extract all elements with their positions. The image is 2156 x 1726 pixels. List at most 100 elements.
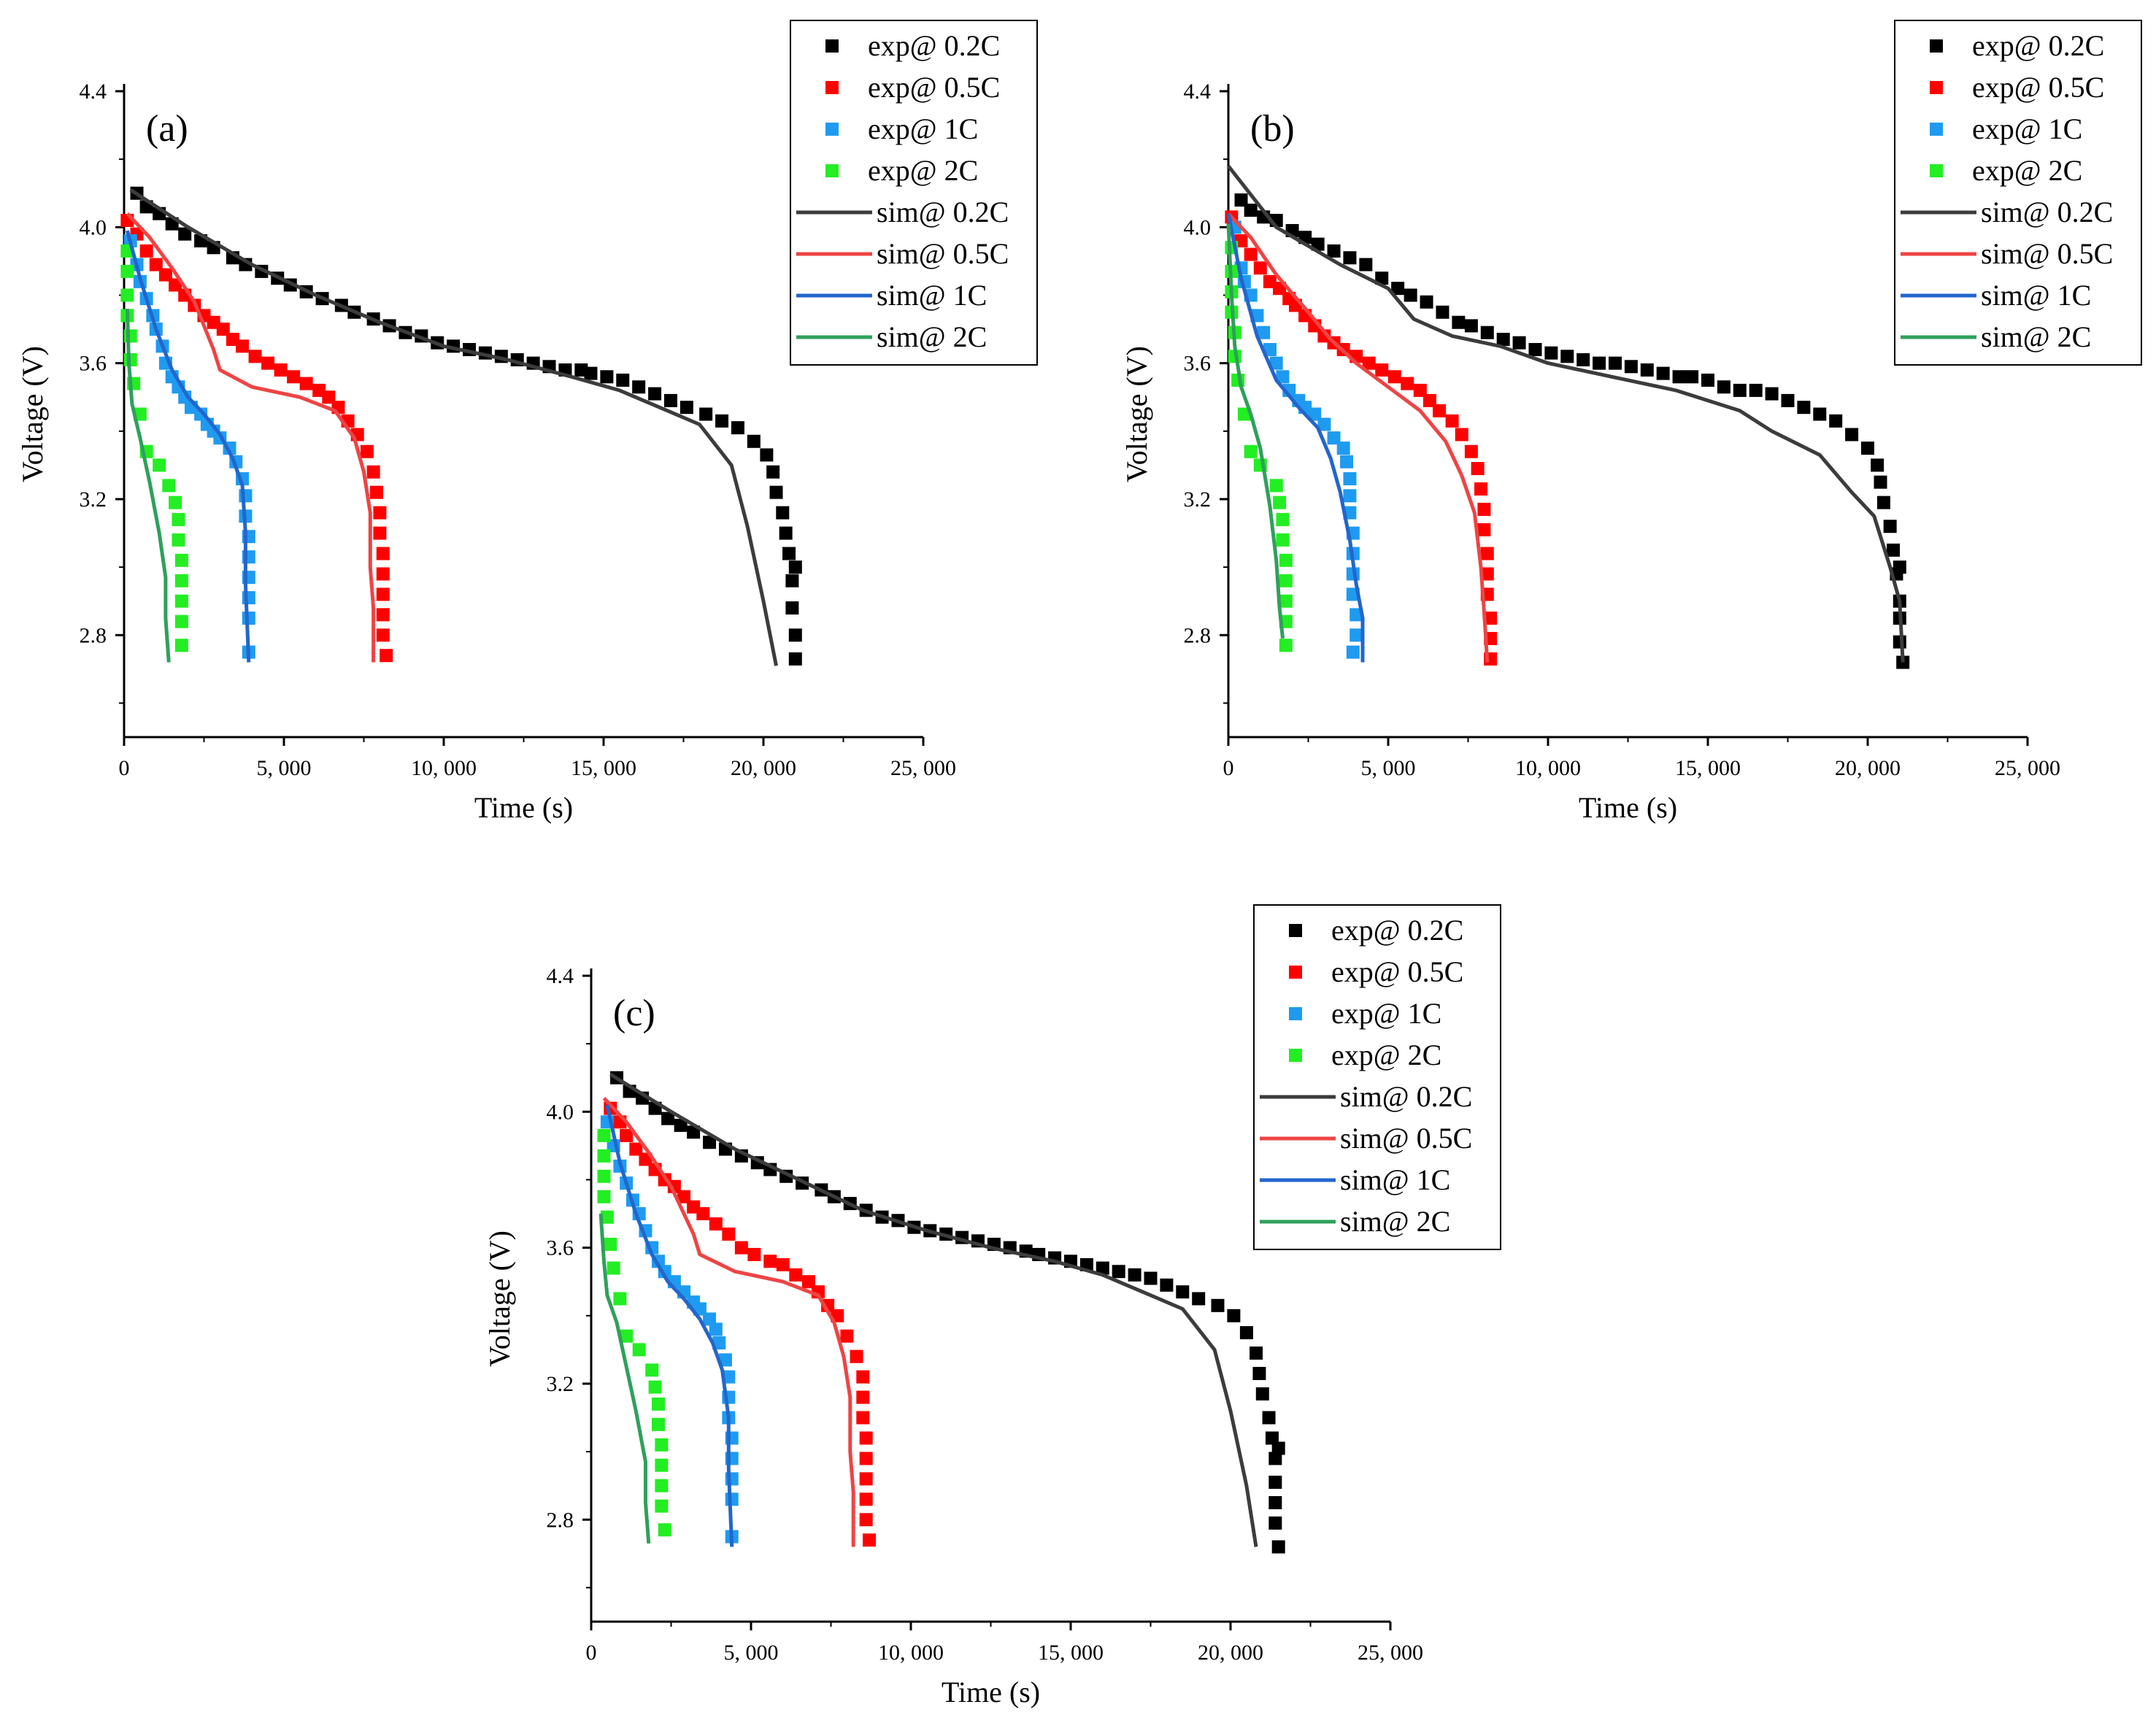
legend-label: sim@ 0.2C	[877, 196, 1009, 228]
legend-label: exp@ 1C	[1331, 997, 1441, 1030]
panel-label: (c)	[613, 993, 655, 1034]
data-point	[648, 387, 662, 401]
legend-swatch	[825, 81, 839, 94]
data-point	[613, 1292, 627, 1306]
data-point	[1464, 444, 1478, 458]
data-point	[1717, 380, 1730, 394]
data-point	[1480, 547, 1494, 560]
legend-swatch	[1289, 966, 1302, 979]
data-point	[172, 512, 185, 526]
data-point	[1391, 282, 1405, 296]
data-point	[261, 356, 275, 370]
data-point	[696, 1207, 710, 1221]
data-point	[1375, 363, 1389, 377]
data-point	[760, 448, 774, 462]
data-point	[373, 526, 387, 540]
data-point	[632, 380, 646, 394]
legend-label: exp@ 0.5C	[1972, 71, 2104, 104]
legend-swatch	[1289, 1049, 1302, 1062]
data-point	[769, 485, 783, 499]
data-point	[1268, 1452, 1282, 1465]
legend-label: sim@ 2C	[877, 320, 987, 353]
data-point	[597, 1190, 611, 1203]
data-point	[120, 264, 134, 278]
x-tick-label: 10, 000	[411, 756, 477, 780]
legend-swatch	[1930, 81, 1943, 94]
data-point	[376, 547, 390, 560]
data-point	[651, 1397, 665, 1411]
data-point	[763, 1255, 777, 1268]
legend-label: exp@ 2C	[1972, 154, 2082, 187]
data-point	[1883, 520, 1897, 533]
data-point	[658, 1523, 671, 1537]
series-exp-2c	[120, 244, 188, 652]
data-point	[1876, 496, 1890, 509]
y-tick-label: 3.6	[80, 352, 107, 376]
data-point	[856, 1390, 870, 1404]
data-point	[1262, 1411, 1276, 1425]
data-point	[597, 1149, 611, 1163]
data-point	[1733, 383, 1747, 397]
legend-label: sim@ 0.5C	[1340, 1122, 1472, 1155]
legend-swatch	[1930, 123, 1943, 136]
legend-label: sim@ 0.2C	[1981, 196, 2113, 228]
data-point	[1464, 319, 1478, 333]
legend-label: sim@ 1C	[1340, 1163, 1450, 1196]
data-point	[1268, 1495, 1282, 1509]
data-point	[709, 1217, 723, 1231]
legend-label: exp@ 0.2C	[1331, 914, 1463, 947]
data-point	[1276, 533, 1290, 547]
panel-label: (a)	[146, 108, 188, 150]
data-point	[1480, 325, 1494, 339]
data-point	[1813, 407, 1827, 421]
data-point	[785, 601, 799, 614]
data-point	[1271, 1540, 1285, 1554]
data-point	[677, 1190, 691, 1203]
data-point	[639, 1152, 652, 1166]
series-sim-0-5c	[126, 212, 376, 663]
data-point	[1234, 193, 1248, 207]
data-point	[856, 1370, 870, 1384]
data-point	[1375, 271, 1389, 285]
data-point	[840, 1329, 854, 1343]
data-point	[607, 1261, 620, 1275]
panel-label: (b)	[1250, 108, 1295, 150]
data-point	[1244, 204, 1258, 217]
data-point	[1452, 315, 1466, 329]
data-point	[600, 1210, 614, 1224]
data-point	[1271, 1441, 1285, 1455]
data-point	[674, 1118, 688, 1132]
y-tick-label: 4.0	[80, 215, 107, 239]
data-point	[174, 639, 188, 652]
data-point	[376, 567, 390, 581]
x-tick-label: 15, 000	[1675, 756, 1741, 780]
data-point	[859, 1452, 873, 1465]
data-point	[1362, 356, 1376, 370]
data-point	[731, 421, 744, 435]
data-point	[718, 1353, 732, 1367]
legend-swatch	[1930, 164, 1943, 177]
data-point	[1343, 251, 1357, 265]
legend-label: sim@ 0.2C	[1340, 1080, 1472, 1113]
data-point	[1420, 295, 1433, 309]
data-point	[174, 594, 188, 608]
x-tick-label: 20, 000	[1198, 1641, 1263, 1665]
x-tick-label: 10, 000	[1515, 756, 1581, 780]
data-point	[1265, 1431, 1279, 1445]
data-point	[1861, 442, 1874, 455]
data-point	[863, 1533, 877, 1547]
y-tick-label: 2.8	[1184, 623, 1212, 647]
data-point	[747, 434, 761, 448]
y-tick-label: 2.8	[80, 623, 107, 647]
data-point	[1387, 370, 1401, 384]
series-sim-0-5c	[602, 1096, 855, 1547]
data-point	[174, 614, 188, 628]
data-point	[632, 1343, 646, 1357]
legend-swatch	[825, 39, 839, 53]
data-point	[370, 485, 384, 499]
x-tick-label: 25, 000	[1995, 756, 2060, 780]
legend-box	[1253, 904, 1501, 1250]
series-sim-1c	[125, 230, 251, 663]
y-tick-label: 3.2	[547, 1372, 574, 1396]
data-point	[376, 587, 390, 601]
